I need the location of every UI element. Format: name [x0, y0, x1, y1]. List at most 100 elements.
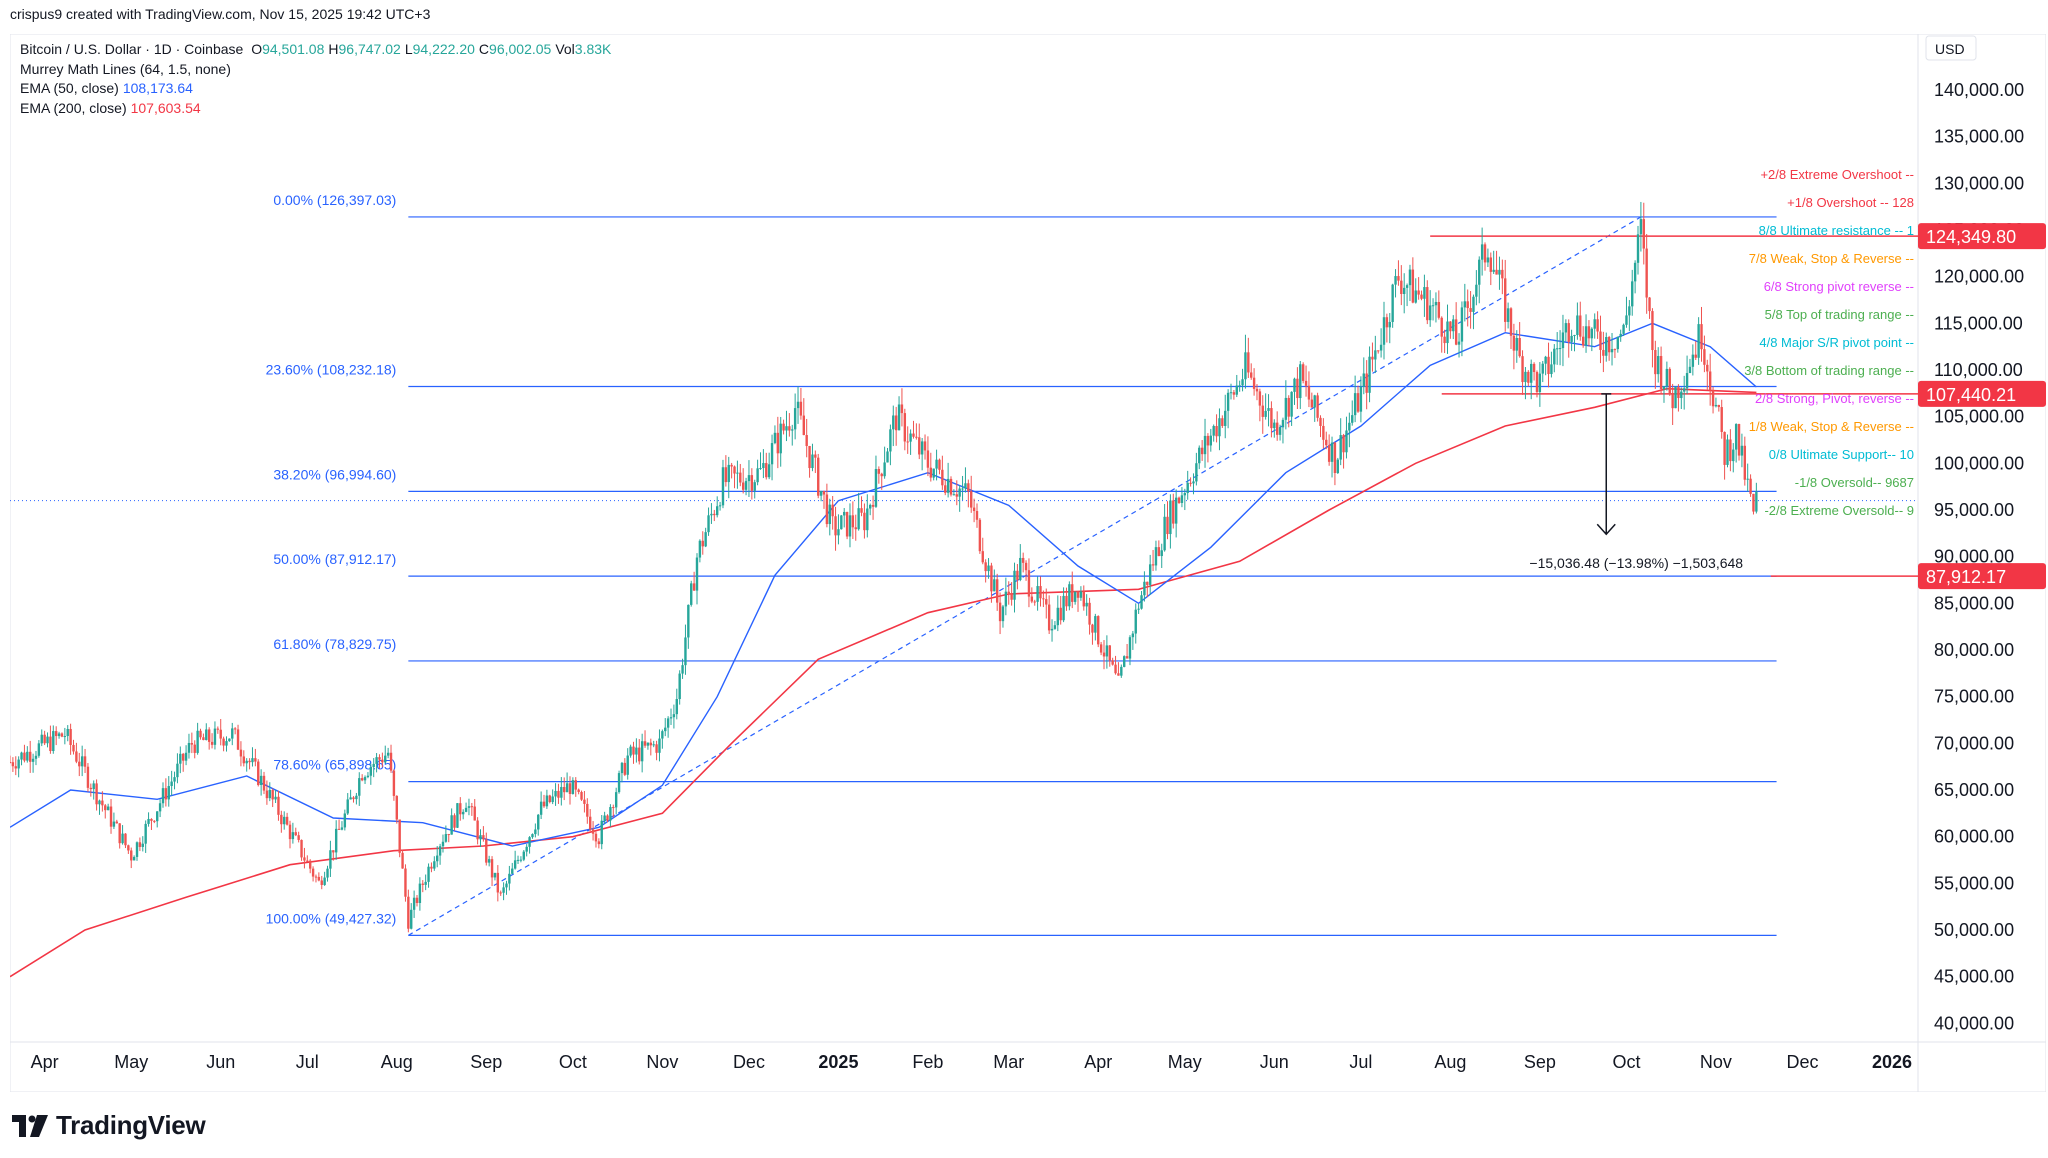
candle-body: [661, 731, 664, 739]
candle-body: [811, 454, 814, 469]
candle-body: [840, 515, 843, 530]
candle-body: [216, 728, 220, 730]
candle-body: [1290, 391, 1293, 417]
fib-level-label: 61.80% (78,829.75): [273, 636, 396, 652]
candle-body: [1379, 344, 1383, 351]
indicator-row[interactable]: EMA (200, close) 107,603.54: [20, 99, 611, 119]
candle-body: [1711, 390, 1715, 407]
candle-body: [1489, 257, 1492, 272]
candle-body: [404, 868, 407, 897]
y-tick-label: 135,000.00: [1934, 127, 2024, 147]
price-chart[interactable]: USD140,000.00135,000.00130,000.00125,000…: [8, 33, 2047, 1093]
candle-body: [822, 491, 826, 495]
candle-body: [640, 741, 644, 762]
candle-body: [522, 851, 526, 860]
candle-body: [1076, 591, 1080, 598]
candle-body: [89, 787, 93, 790]
candle-body: [744, 481, 748, 490]
currency-box[interactable]: [1925, 35, 1977, 61]
ohlc-value: 96,002.05: [489, 41, 552, 57]
candle-body: [1319, 417, 1322, 426]
y-tick-label: 100,000.00: [1934, 453, 2024, 473]
candle-body: [1261, 405, 1264, 417]
x-tick-label: Aug: [381, 1052, 413, 1072]
symbol-name[interactable]: Bitcoin / U.S. Dollar · 1D · Coinbase: [20, 41, 244, 57]
candle-body: [756, 468, 759, 483]
price-label-tag: [1918, 380, 2046, 407]
candle-body: [741, 482, 745, 490]
candle-body: [713, 513, 716, 516]
candle-body: [554, 790, 557, 797]
candle-body: [984, 562, 987, 572]
candle-body: [360, 778, 364, 781]
ohlc-key: O: [251, 41, 263, 57]
candle-body: [1189, 482, 1192, 484]
candle-body: [225, 741, 228, 746]
candle-body: [643, 741, 647, 746]
candle-body: [516, 859, 520, 861]
candle-body: [1108, 645, 1111, 661]
candle-body: [1654, 350, 1657, 375]
candle-body: [1581, 336, 1585, 346]
candle-body: [1443, 336, 1446, 344]
candle-body: [1610, 349, 1614, 353]
candle-body: [1151, 564, 1155, 566]
candle-body: [874, 468, 878, 507]
x-tick-label: Jun: [206, 1052, 235, 1072]
candle-body: [80, 756, 84, 767]
candle-body: [1221, 418, 1224, 426]
candle-body: [1729, 439, 1732, 462]
y-tick-label: 85,000.00: [1934, 593, 2014, 613]
candle-body: [1131, 633, 1135, 638]
candle-body: [213, 728, 217, 745]
ema-200-line[interactable]: [9, 387, 1757, 978]
candle-body: [265, 790, 269, 799]
candle-body: [577, 789, 580, 792]
candle-body: [669, 717, 673, 719]
candle-body: [845, 511, 849, 537]
candle-body: [1166, 516, 1169, 535]
candle-body: [716, 506, 719, 516]
candle-body: [326, 868, 329, 878]
candle-body: [121, 833, 124, 844]
candle-body: [334, 828, 338, 853]
chart-area[interactable]: USD140,000.00135,000.00130,000.00125,000…: [8, 33, 2047, 1093]
candle-body: [612, 807, 615, 809]
candle-body: [473, 806, 476, 821]
candle-body: [83, 756, 87, 767]
candle-body: [40, 734, 43, 744]
candle-body: [600, 820, 603, 845]
candle-body: [791, 429, 794, 431]
candle-body: [990, 565, 993, 592]
candle-body: [1033, 601, 1036, 603]
candle-body: [181, 753, 185, 761]
candle-body: [222, 738, 225, 746]
candle-body: [410, 909, 413, 929]
candle-body: [508, 873, 511, 884]
candle-body: [1506, 308, 1510, 322]
candle-body: [320, 880, 323, 885]
candle-body: [349, 797, 352, 800]
candle-body: [1016, 570, 1019, 580]
candle-body: [363, 777, 367, 781]
candle-body: [1322, 425, 1325, 440]
candle-body: [1402, 287, 1406, 295]
candle-body: [1605, 337, 1608, 356]
candle-body: [1241, 379, 1244, 386]
indicator-row[interactable]: Murrey Math Lines (64, 1.5, none): [20, 60, 611, 80]
candle-body: [1088, 602, 1091, 625]
candle-body: [912, 433, 915, 437]
candle-body: [1599, 331, 1602, 350]
indicator-row[interactable]: EMA (50, close) 108,173.64: [20, 79, 611, 99]
candle-body: [918, 437, 921, 455]
candle-body: [620, 762, 624, 774]
candle-body: [1013, 570, 1016, 600]
candle-body: [1703, 349, 1706, 365]
y-tick-label: 110,000.00: [1934, 360, 2023, 380]
murrey-line-label: +1/8 Overshoot -- 128: [1787, 195, 1914, 210]
candle-body: [453, 815, 456, 828]
candle-body: [505, 883, 508, 888]
candle-body: [1752, 493, 1755, 512]
candle-body: [392, 770, 396, 796]
candle-body: [14, 766, 17, 769]
